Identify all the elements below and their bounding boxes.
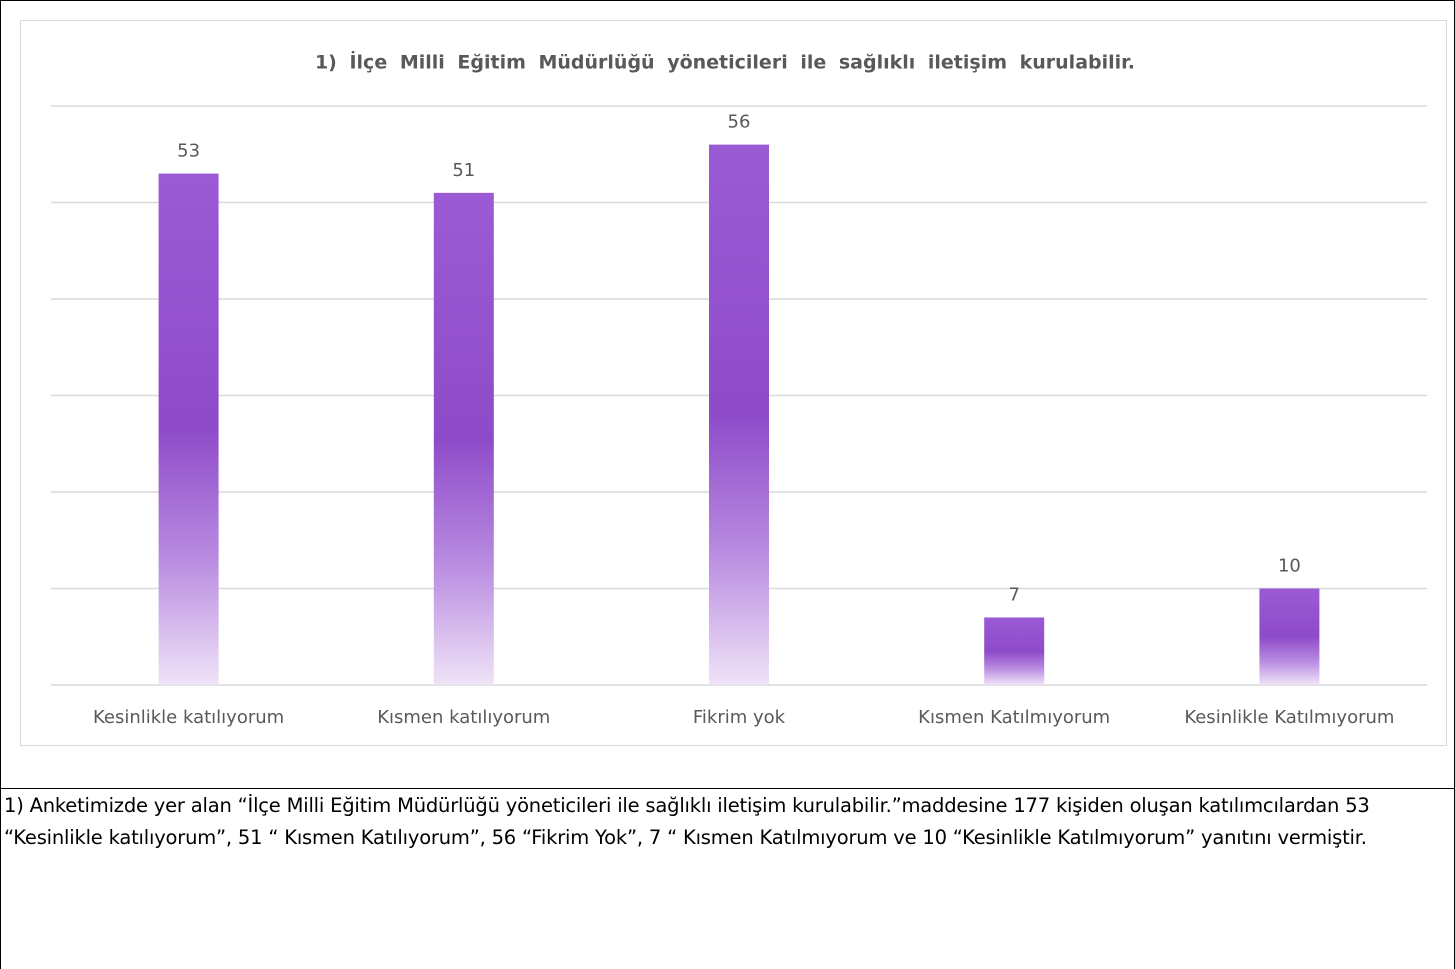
data-label: 7 bbox=[1008, 584, 1019, 605]
bar bbox=[709, 144, 769, 686]
chart-frame bbox=[20, 20, 1447, 746]
data-label: 51 bbox=[452, 160, 475, 181]
bar bbox=[984, 617, 1045, 685]
data-label: 10 bbox=[1278, 556, 1301, 577]
data-label: 56 bbox=[728, 112, 751, 133]
x-tick-label: Kesinlikle katılıyorum bbox=[93, 707, 284, 728]
bar bbox=[433, 192, 494, 685]
chart-title: 1) İlçe Milli Eğitim Müdürlüğü yöneticil… bbox=[315, 50, 1135, 74]
paragraph: 1) Anketimizde yer alan “İlçe Milli Eğit… bbox=[4, 794, 1370, 849]
x-tick-label: Fikrim yok bbox=[693, 707, 786, 728]
x-tick-label: Kısmen katılıyorum bbox=[377, 707, 550, 728]
x-tick-label: Kısmen Katılmıyorum bbox=[918, 707, 1110, 728]
x-tick-label: Kesinlikle Katılmıyorum bbox=[1184, 707, 1394, 728]
bar bbox=[1259, 588, 1320, 685]
data-label: 53 bbox=[177, 141, 200, 162]
bar bbox=[158, 173, 219, 686]
